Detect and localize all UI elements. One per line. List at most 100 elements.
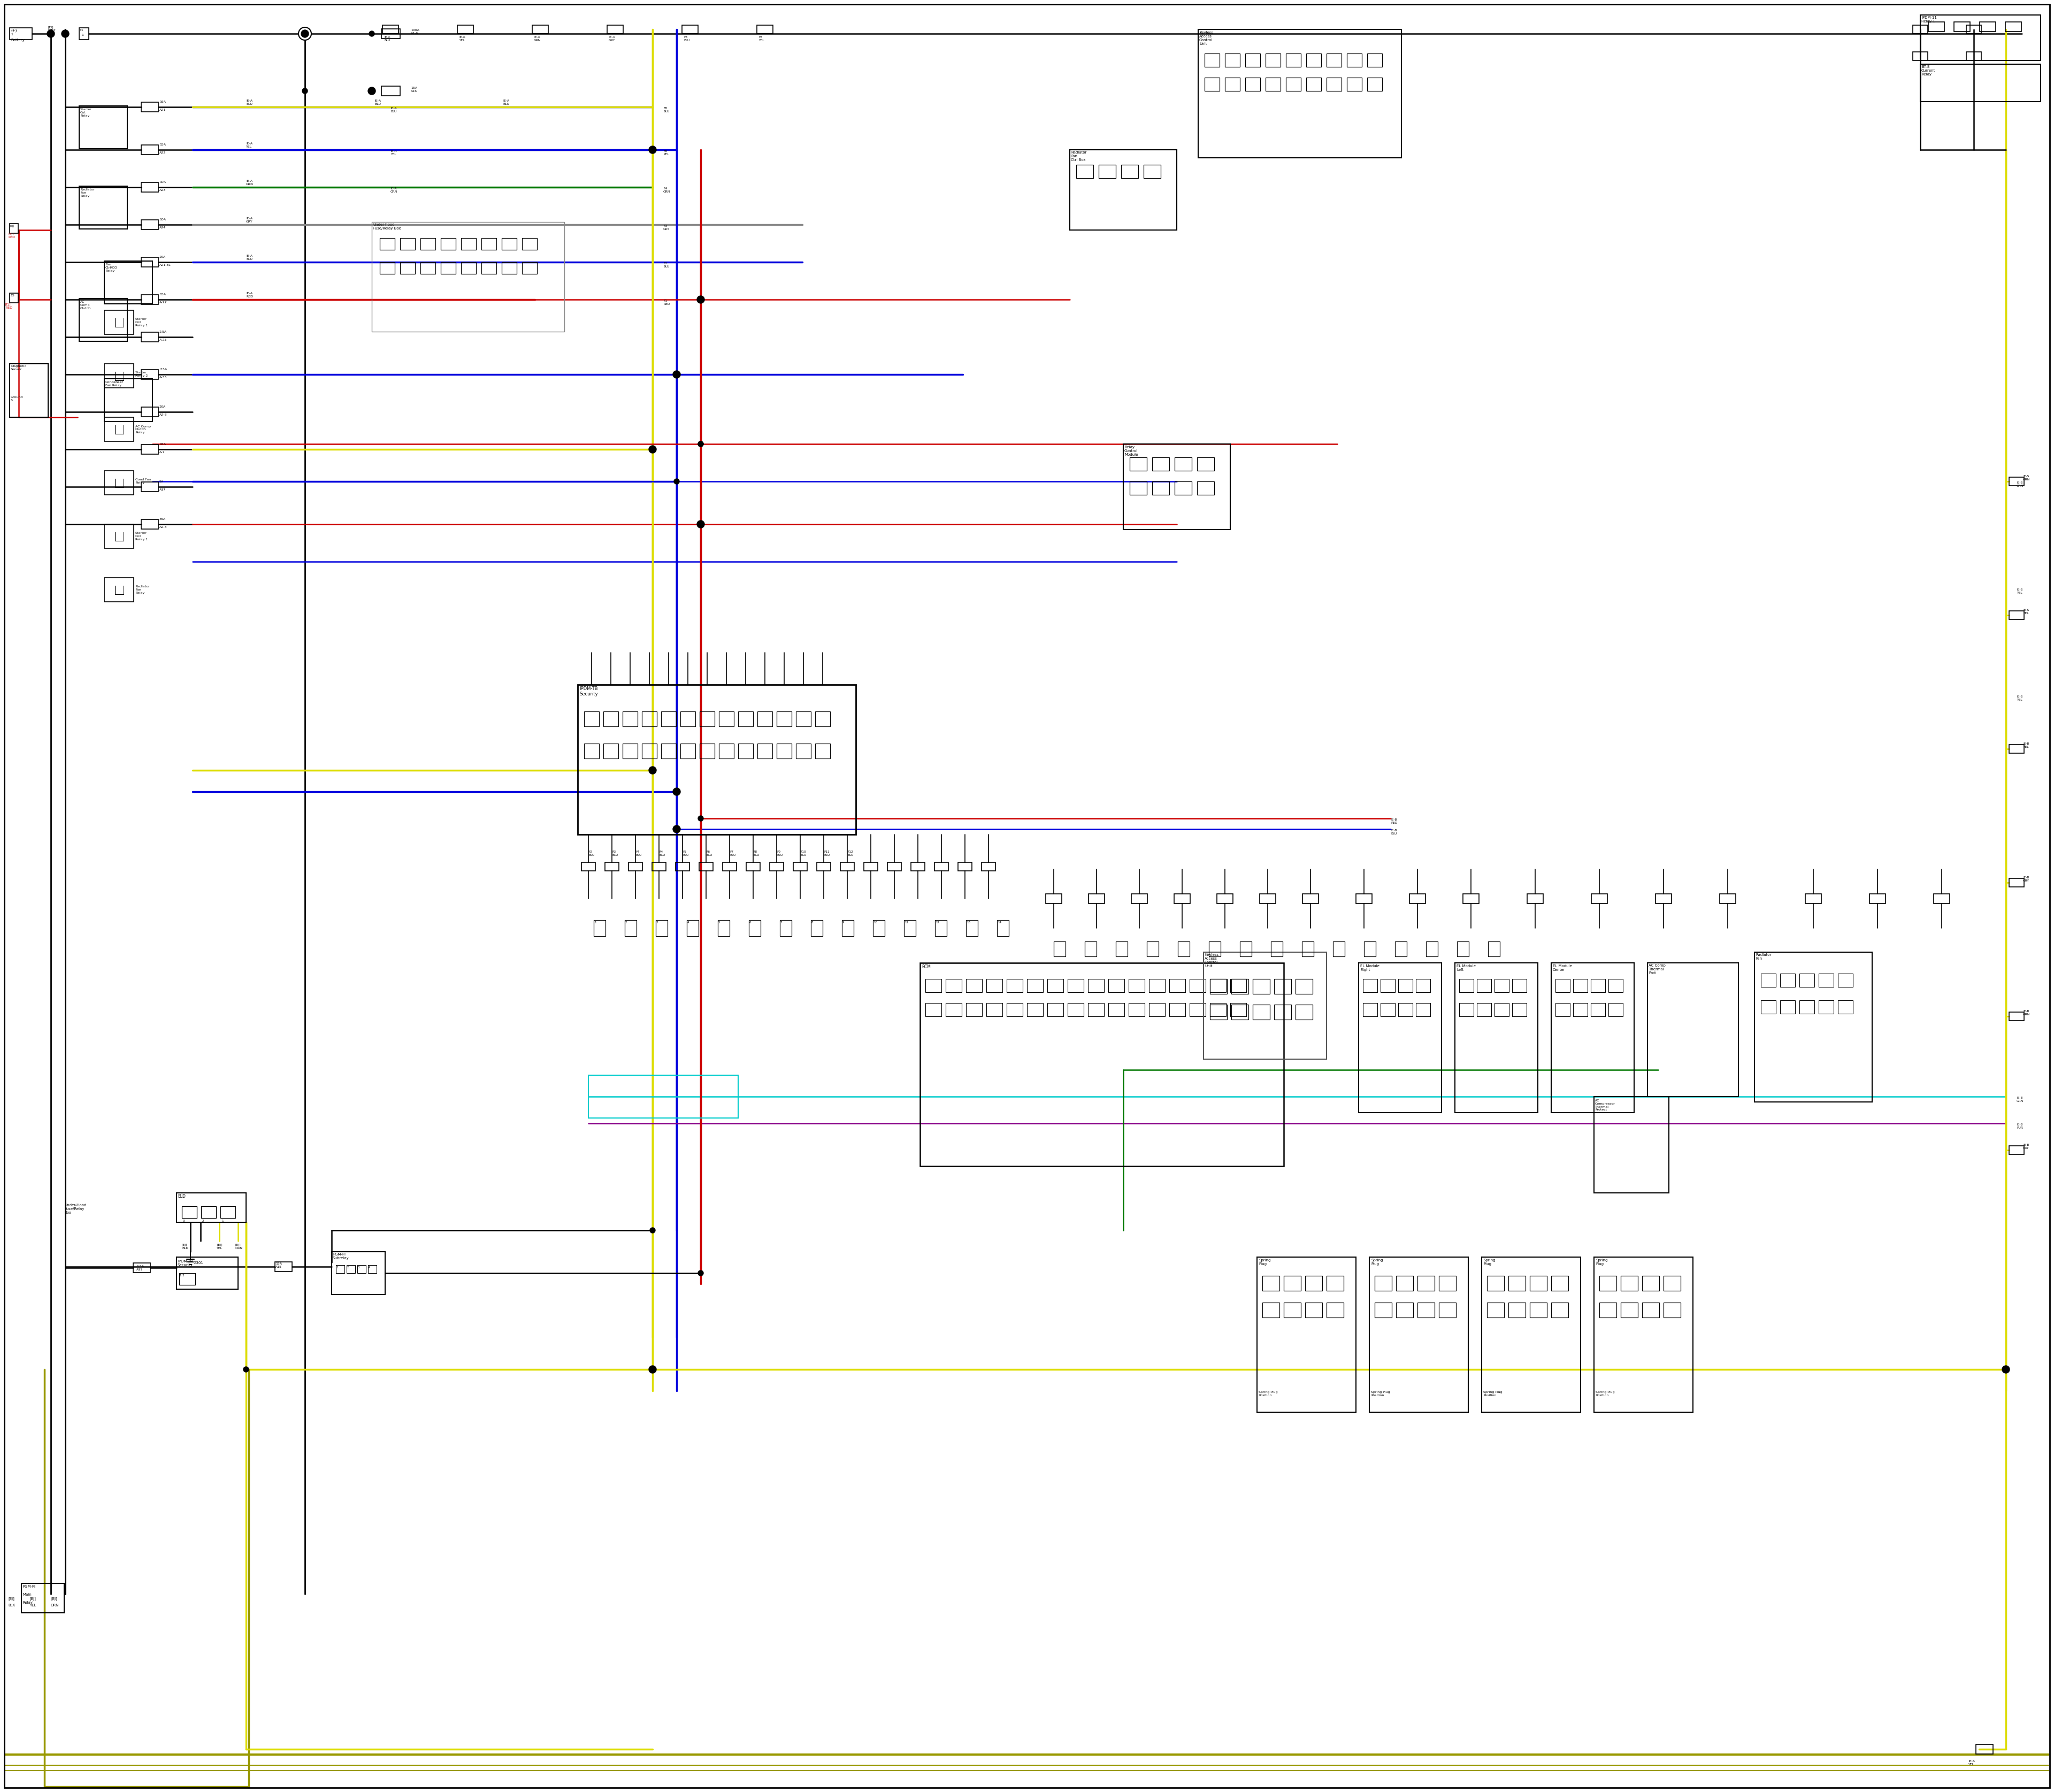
Bar [1358, 962, 1442, 1113]
Bar [797, 744, 811, 758]
Bar [1076, 165, 1093, 177]
Text: A-77: A-77 [160, 301, 166, 305]
Bar [1477, 1004, 1491, 1016]
Bar [1130, 482, 1146, 495]
Bar [1054, 941, 1066, 957]
Text: F6
BLU: F6 BLU [707, 851, 713, 857]
Bar [2009, 1145, 2023, 1154]
Bar [1380, 1004, 1395, 1016]
Text: A24: A24 [160, 226, 166, 229]
Text: Spring
Plug: Spring Plug [1596, 1258, 1608, 1265]
Text: Relay
Control
Module: Relay Control Module [1124, 446, 1138, 457]
Text: F4
GRN: F4 GRN [663, 186, 670, 194]
Text: [EJ]
RED: [EJ] RED [6, 303, 12, 308]
Bar [1177, 941, 1189, 957]
Text: F5
BLU: F5 BLU [682, 851, 688, 857]
Bar [1284, 1276, 1300, 1290]
Bar [1594, 1097, 1668, 1193]
Bar [1719, 894, 1736, 903]
Circle shape [698, 815, 702, 821]
Bar [840, 862, 854, 871]
Bar [756, 25, 772, 34]
Bar [926, 1004, 941, 1016]
Text: F1
RED: F1 RED [663, 299, 670, 305]
Text: IE-A
BLU: IE-A BLU [374, 100, 380, 106]
Bar [1189, 978, 1206, 993]
Bar [1210, 978, 1226, 995]
Bar [1641, 1303, 1660, 1317]
Bar [142, 369, 158, 380]
Bar [1590, 1004, 1606, 1016]
Bar [1440, 1276, 1456, 1290]
Circle shape [698, 1271, 702, 1276]
Text: A23: A23 [160, 188, 166, 192]
Circle shape [696, 520, 705, 529]
Bar [1370, 1256, 1469, 1412]
Bar [811, 919, 824, 935]
Text: IE-B
GRN: IE-B GRN [2023, 1011, 2029, 1016]
Bar [604, 711, 618, 726]
Bar [460, 262, 477, 274]
Bar [1124, 444, 1230, 530]
Text: 100A
A1-6: 100A A1-6 [411, 29, 419, 34]
Text: AC
Comp
Clutch: AC Comp Clutch [80, 301, 90, 310]
Bar [655, 919, 668, 935]
Text: IPDM-TB
Security: IPDM-TB Security [579, 686, 598, 697]
Bar [1495, 978, 1510, 993]
Bar [624, 919, 637, 935]
Circle shape [674, 371, 680, 378]
Bar [1230, 1004, 1247, 1016]
Bar [331, 1253, 386, 1294]
Bar [1189, 1004, 1206, 1016]
Bar [1364, 1004, 1378, 1016]
Text: IE-B
GRN: IE-B GRN [2017, 1097, 2023, 1102]
Bar [717, 919, 729, 935]
Bar [1454, 962, 1538, 1113]
Text: 20A: 20A [160, 256, 166, 258]
Circle shape [649, 446, 655, 452]
Bar [183, 1206, 197, 1219]
Bar [1966, 52, 1982, 61]
Text: 35A: 35A [160, 518, 166, 520]
Bar [1109, 978, 1124, 993]
Text: Radiator
Fan: Radiator Fan [1756, 953, 1771, 961]
Bar [380, 238, 394, 249]
Text: 15A: 15A [160, 443, 166, 446]
Bar [1306, 54, 1321, 66]
Circle shape [674, 788, 680, 794]
Text: Starter
Coil
Relay 1: Starter Coil Relay 1 [136, 317, 148, 326]
Text: EL Module
Center: EL Module Center [1553, 964, 1571, 971]
Bar [1027, 1004, 1043, 1016]
Bar [1224, 77, 1241, 91]
Text: A-7: A-7 [160, 452, 164, 453]
Bar [1347, 54, 1362, 66]
Bar [142, 444, 158, 453]
Bar [1286, 54, 1300, 66]
Bar [935, 919, 947, 935]
Text: IE-S
GRN: IE-S GRN [2023, 475, 2029, 480]
Bar [1838, 1000, 1853, 1014]
Bar [460, 238, 477, 249]
Text: 1: 1 [10, 34, 12, 36]
Bar [1508, 1303, 1526, 1317]
Text: 20A: 20A [160, 405, 166, 409]
Bar [641, 711, 657, 726]
Bar [1781, 1000, 1795, 1014]
Text: Spring
Plug: Spring Plug [1483, 1258, 1495, 1265]
Text: IE-A
RED: IE-A RED [246, 292, 253, 297]
Circle shape [62, 30, 70, 38]
Bar [522, 238, 536, 249]
Bar [622, 711, 637, 726]
Text: IE-B
YEL: IE-B YEL [2023, 742, 2029, 749]
Bar [641, 744, 657, 758]
Bar [1458, 978, 1473, 993]
Text: Under-hood
Fuse/Relay Box: Under-hood Fuse/Relay Box [374, 222, 401, 229]
Text: Relay: Relay [23, 1600, 33, 1604]
Bar [793, 862, 807, 871]
Circle shape [696, 296, 705, 303]
Bar [1590, 978, 1606, 993]
Text: A-35: A-35 [160, 376, 166, 378]
Circle shape [698, 441, 702, 446]
Bar [719, 744, 733, 758]
Bar [1327, 1276, 1343, 1290]
